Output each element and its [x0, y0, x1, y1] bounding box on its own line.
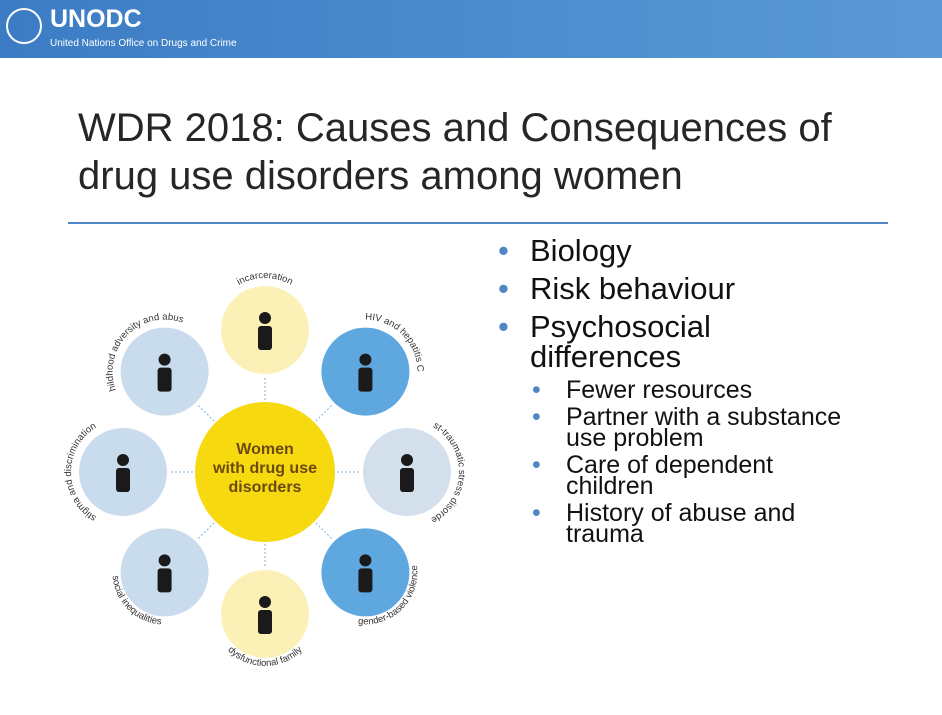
icon-head	[117, 454, 129, 466]
title-line: WDR 2018: Causes and Consequences of	[78, 106, 832, 150]
connector	[198, 405, 215, 422]
center-label: disorders	[229, 479, 302, 496]
sub-bullet: Care of dependent children	[532, 453, 846, 499]
bullet-list: Biology Risk behaviour Psychosocial differ…	[498, 235, 898, 547]
icon-head	[259, 596, 271, 608]
sub-bullet: Partner with a substance use problem	[532, 405, 846, 451]
bullet: Biology	[498, 235, 898, 266]
icon-body	[116, 468, 130, 492]
center-circle	[195, 402, 335, 542]
sub-bullet: History of abuse and trauma	[532, 501, 846, 547]
icon-body	[358, 568, 373, 593]
icon-head	[158, 554, 171, 567]
icon-head	[158, 353, 171, 366]
icon-head	[359, 554, 372, 567]
un-emblem	[6, 8, 42, 44]
icon-body	[258, 610, 272, 634]
icon-head	[401, 454, 413, 466]
factor-label-path: incarceration	[235, 270, 295, 288]
center-label: Women	[236, 441, 293, 458]
connector	[198, 522, 215, 539]
title-line: drug use disorders among women	[78, 154, 683, 198]
icon-head	[259, 312, 271, 324]
icon-body	[157, 367, 172, 392]
icon-body	[358, 367, 373, 392]
title-rule	[68, 222, 888, 224]
icon-body	[157, 568, 172, 593]
logo-subtitle: United Nations Office on Drugs and Crime	[50, 38, 237, 49]
header-bar: UNODC United Nations Office on Drugs and…	[0, 0, 942, 58]
icon-body	[400, 468, 414, 492]
connector	[315, 405, 332, 422]
bullet: Risk behaviour	[498, 273, 898, 304]
icon-body	[258, 326, 272, 350]
slide-title: WDR 2018: Causes and Consequences of dru…	[78, 104, 832, 200]
connector	[315, 522, 332, 539]
center-label: with drug use	[212, 460, 317, 477]
logo-text: UNODC	[50, 5, 142, 33]
bullet: Psychosocial differences	[498, 311, 770, 372]
sub-bullet: Fewer resources	[532, 378, 846, 403]
factor-label: incarceration	[235, 270, 295, 288]
icon-head	[359, 353, 372, 366]
